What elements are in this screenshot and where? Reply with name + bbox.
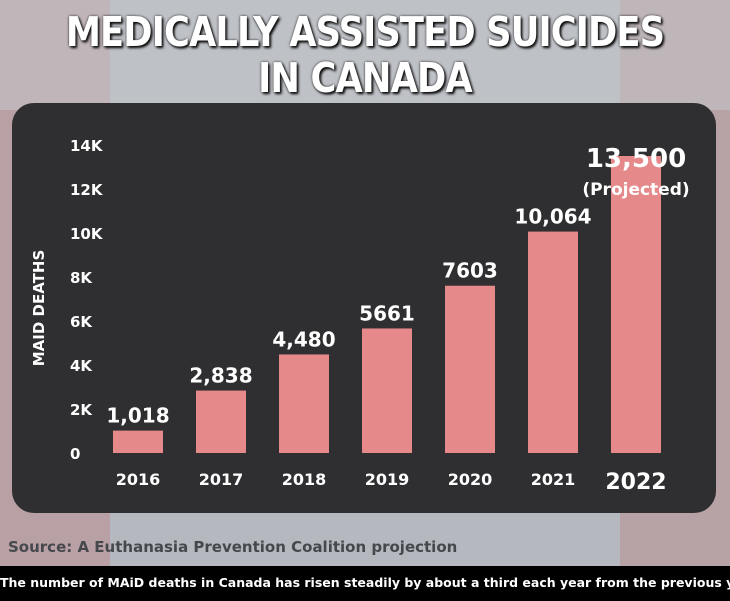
bar bbox=[445, 285, 495, 453]
data-labels: 1,018 2,838 4,480 5661 7603 10,064 13,500 bbox=[106, 144, 686, 428]
bars bbox=[113, 156, 661, 453]
caption-bar: The number of MAiD deaths in Canada has … bbox=[0, 566, 730, 601]
data-label: 5661 bbox=[359, 301, 415, 325]
y-tick-label: 14K bbox=[70, 137, 104, 155]
x-axis-ticks: 2016 2017 2018 2019 2020 2021 2022 bbox=[116, 470, 667, 495]
x-tick-label: 2017 bbox=[199, 470, 244, 489]
bar bbox=[362, 328, 412, 453]
bar bbox=[611, 156, 661, 453]
caption-text: The number of MAiD deaths in Canada has … bbox=[0, 575, 730, 590]
data-label: 2,838 bbox=[189, 364, 252, 388]
y-tick-label: 10K bbox=[70, 225, 104, 243]
y-axis-label: MAID DEATHS bbox=[30, 250, 48, 367]
x-tick-label: 2016 bbox=[116, 470, 161, 489]
chart-title-line-2: IN CANADA bbox=[258, 54, 473, 102]
y-axis-ticks: 0 2K 4K 6K 8K 10K 12K 14K bbox=[70, 137, 104, 463]
y-tick-label: 6K bbox=[70, 313, 93, 331]
source-note: Source: A Euthanasia Prevention Coalitio… bbox=[8, 538, 458, 556]
data-label: 4,480 bbox=[272, 327, 335, 351]
data-label: 10,064 bbox=[514, 205, 591, 229]
data-label: 1,018 bbox=[106, 404, 169, 428]
y-tick-label: 12K bbox=[70, 181, 104, 199]
bar bbox=[113, 430, 163, 453]
x-tick-label: 2020 bbox=[448, 470, 493, 489]
bar-chart: MAID DEATHS 0 2K 4K 6K 8K 10K 12K 14K 1,018 2,83… bbox=[30, 137, 690, 495]
x-tick-label: 2019 bbox=[365, 470, 410, 489]
bar bbox=[528, 231, 578, 453]
data-label: 7603 bbox=[442, 259, 498, 283]
x-tick-label: 2022 bbox=[605, 470, 666, 495]
chart-title-line-1: MEDICALLY ASSISTED SUICIDES bbox=[65, 8, 665, 56]
projected-annotation: (Projected) bbox=[582, 180, 689, 200]
bar bbox=[196, 390, 246, 453]
y-tick-label: 8K bbox=[70, 269, 93, 287]
y-tick-label: 0 bbox=[70, 445, 80, 463]
x-tick-label: 2018 bbox=[282, 470, 327, 489]
bar bbox=[279, 354, 329, 453]
data-label: 13,500 bbox=[586, 144, 686, 174]
y-tick-label: 4K bbox=[70, 357, 93, 375]
x-tick-label: 2021 bbox=[531, 470, 576, 489]
y-tick-label: 2K bbox=[70, 401, 93, 419]
